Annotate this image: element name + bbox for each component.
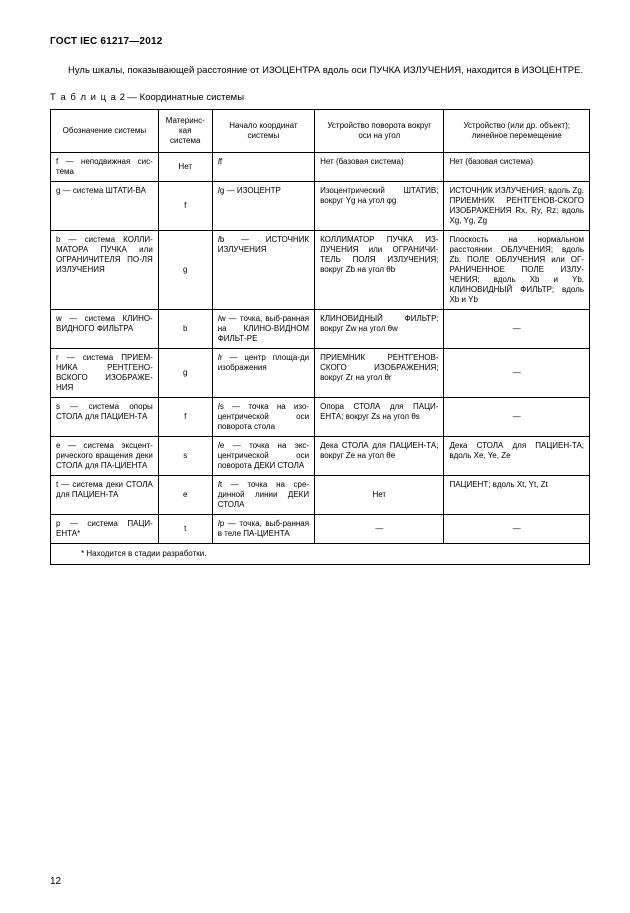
cell-origin: If <box>212 152 314 181</box>
cell-linear: — <box>444 348 590 397</box>
cell-designation: p — система ПАЦИ-ЕНТА* <box>51 514 159 543</box>
cell-origin: Ib — ИСТОЧНИК ИЗЛУЧЕНИЯ <box>212 230 314 309</box>
table-row: s — система опоры СТОЛА для ПАЦИЕН-ТАfIs… <box>51 397 590 436</box>
cell-parent: g <box>158 348 212 397</box>
table-row: g — система ШТАТИ-ВАfIg — ИЗОЦЕНТРИзоцен… <box>51 181 590 230</box>
cell-rotation: ПРИЕМНИК РЕНТГЕНОВ-СКОГО ИЗОБРАЖЕНИЯ; во… <box>315 348 444 397</box>
col-header-linear: Устройство (или др. объект); линейное пе… <box>444 109 590 152</box>
cell-parent: f <box>158 181 212 230</box>
cell-rotation: Дека СТОЛА для ПАЦИЕН-ТА; вокруг Ze на у… <box>315 436 444 475</box>
page-number: 12 <box>50 876 61 887</box>
cell-designation: f — неподвижная сис-тема <box>51 152 159 181</box>
cell-origin: Iw — точка, выб-ранная на КЛИНО-ВИДНОМ Ф… <box>212 309 314 348</box>
table-caption: Т а б л и ц а 2 — Координатные системы <box>50 92 590 103</box>
cell-linear: Плоскость на нормальном расстоянии ОБЛУЧ… <box>444 230 590 309</box>
col-header-parent: Материнс-кая система <box>158 109 212 152</box>
cell-designation: t — система деки СТОЛА для ПАЦИЕН-ТА <box>51 475 159 514</box>
cell-designation: w — система КЛИНО-ВИДНОГО ФИЛЬТРА <box>51 309 159 348</box>
caption-rest: 2 — Координатные системы <box>117 92 244 103</box>
col-header-origin: Начало координат системы <box>212 109 314 152</box>
cell-rotation: Нет <box>315 475 444 514</box>
cell-rotation: КЛИНОВИДНЫЙ ФИЛЬТР; вокруг Zw на угол θw <box>315 309 444 348</box>
cell-linear: — <box>444 397 590 436</box>
cell-parent: t <box>158 514 212 543</box>
col-header-designation: Обозначение системы <box>51 109 159 152</box>
table-footnote: * Находится в стадии разработки. <box>51 543 590 564</box>
cell-rotation: КОЛЛИМАТОР ПУЧКА ИЗ-ЛУЧЕНИЯ или ОГРАНИЧИ… <box>315 230 444 309</box>
caption-spaced: Т а б л и ц а <box>50 92 117 103</box>
table-row: t — система деки СТОЛА для ПАЦИЕН-ТАeIt … <box>51 475 590 514</box>
cell-linear: — <box>444 309 590 348</box>
cell-origin: Ir — центр площа-ди изображения <box>212 348 314 397</box>
coordinates-table: Обозначение системы Материнс-кая система… <box>50 109 590 565</box>
cell-origin: Ig — ИЗОЦЕНТР <box>212 181 314 230</box>
cell-origin: It — точка на сре-динной линии ДЕКИ СТОЛ… <box>212 475 314 514</box>
table-row: f — неподвижная сис-темаНетIfНет (базова… <box>51 152 590 181</box>
cell-parent: b <box>158 309 212 348</box>
table-row: w — система КЛИНО-ВИДНОГО ФИЛЬТРАbIw — т… <box>51 309 590 348</box>
table-row: p — система ПАЦИ-ЕНТА*tIp — точка, выб-р… <box>51 514 590 543</box>
cell-rotation: Нет (базовая система) <box>315 152 444 181</box>
cell-origin: Ip — точка, выб-ранная в теле ПА-ЦИЕНТА <box>212 514 314 543</box>
cell-designation: g — система ШТАТИ-ВА <box>51 181 159 230</box>
table-body: f — неподвижная сис-темаНетIfНет (базова… <box>51 152 590 564</box>
table-row: b — система КОЛЛИ-МАТОРА ПУЧКА или ОГРАН… <box>51 230 590 309</box>
cell-parent: f <box>158 397 212 436</box>
cell-parent: e <box>158 475 212 514</box>
cell-origin: Ie — точка на экс-центрической оси повор… <box>212 436 314 475</box>
cell-linear: ПАЦИЕНТ; вдоль Xt, Yt, Zt <box>444 475 590 514</box>
cell-parent: s <box>158 436 212 475</box>
col-header-rotation: Устройство поворота вокруг оси на угол <box>315 109 444 152</box>
cell-designation: r — система ПРИЕМ-НИКА РЕНТГЕНО-ВСКОГО И… <box>51 348 159 397</box>
cell-rotation: — <box>315 514 444 543</box>
table-footnote-row: * Находится в стадии разработки. <box>51 543 590 564</box>
table-header-row: Обозначение системы Материнс-кая система… <box>51 109 590 152</box>
intro-paragraph: Нуль шкалы, показывающей расстояние от И… <box>50 65 590 78</box>
cell-designation: b — система КОЛЛИ-МАТОРА ПУЧКА или ОГРАН… <box>51 230 159 309</box>
cell-linear: — <box>444 514 590 543</box>
cell-origin: Is — точка на изо-центрической оси повор… <box>212 397 314 436</box>
cell-parent: g <box>158 230 212 309</box>
cell-parent: Нет <box>158 152 212 181</box>
cell-linear: Дека СТОЛА для ПАЦИЕН-ТА; вдоль Xe, Ye, … <box>444 436 590 475</box>
page: ГОСТ IEC 61217—2012 Нуль шкалы, показыва… <box>0 0 630 913</box>
cell-rotation: Изоцентрический ШТАТИВ; вокруг Yg на уго… <box>315 181 444 230</box>
cell-linear: ИСТОЧНИК ИЗЛУЧЕНИЯ; вдоль Zg. ПРИЕМНИК Р… <box>444 181 590 230</box>
document-header: ГОСТ IEC 61217—2012 <box>50 36 590 47</box>
cell-rotation: Опора СТОЛА для ПАЦИ-ЕНТА; вокруг Zs на … <box>315 397 444 436</box>
table-row: r — система ПРИЕМ-НИКА РЕНТГЕНО-ВСКОГО И… <box>51 348 590 397</box>
cell-linear: Нет (базовая система) <box>444 152 590 181</box>
cell-designation: s — система опоры СТОЛА для ПАЦИЕН-ТА <box>51 397 159 436</box>
cell-designation: e — система эксцент-рического вращения д… <box>51 436 159 475</box>
table-row: e — система эксцент-рического вращения д… <box>51 436 590 475</box>
